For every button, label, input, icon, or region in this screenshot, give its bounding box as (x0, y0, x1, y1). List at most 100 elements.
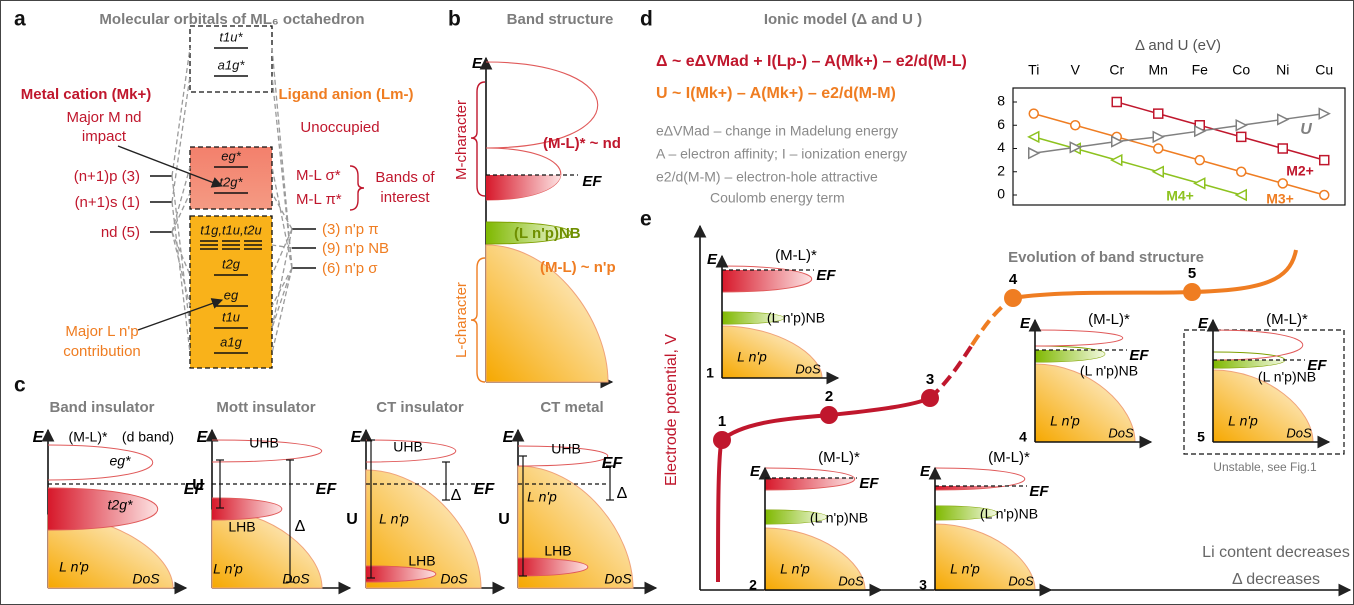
series-line (1033, 112, 1325, 154)
series-line (1116, 101, 1325, 161)
label: impact (82, 128, 127, 145)
band-label: (M-L)* (818, 449, 860, 466)
band (934, 467, 1025, 491)
connector (271, 267, 293, 329)
connector (271, 228, 293, 276)
marker (1194, 124, 1207, 138)
panel-title: Ionic model (Δ and U ) (764, 11, 922, 28)
connector (271, 192, 293, 230)
band (211, 439, 323, 463)
band-label: L n'p (780, 561, 810, 577)
marker (1110, 153, 1123, 167)
band (486, 175, 561, 200)
band-label: L n'p (950, 561, 980, 577)
orbital-label: eg* (221, 148, 241, 163)
marker (1193, 177, 1206, 190)
subpanel-title: CT metal (540, 399, 603, 416)
band (765, 510, 827, 524)
series-line (1033, 136, 1242, 196)
point-label: 4 (1009, 271, 1018, 288)
connector (271, 244, 293, 249)
heading: Metal cation (Mk+) (21, 86, 151, 103)
x-tick-label: Cr (1109, 62, 1124, 78)
band (1035, 330, 1123, 346)
band (47, 444, 154, 481)
note: A – electron affinity; I – ionization en… (656, 146, 907, 162)
metal-level: (n+1)s (1) (75, 194, 140, 211)
connector (171, 201, 191, 354)
fermi-label: EF (859, 475, 879, 492)
axis-label: DoS (1108, 425, 1134, 440)
arrow (137, 298, 224, 331)
band (1035, 350, 1105, 362)
band (485, 221, 572, 245)
band (935, 506, 997, 520)
band-label: (M-L)* (1266, 311, 1308, 328)
note: eΔVMad – change in Madelung energy (656, 123, 898, 139)
heading: Ligand anion (Lm-) (279, 86, 414, 103)
panel-letter: a (14, 8, 26, 31)
y-tick-label: 6 (997, 116, 1005, 132)
fermi-label: EF (1129, 347, 1149, 364)
y-tick-label: 8 (997, 93, 1005, 109)
marker (1027, 130, 1040, 144)
fermi-label: EF (816, 267, 836, 284)
marker (1028, 146, 1041, 160)
marker (1318, 107, 1331, 120)
panel-title: Band structure (507, 11, 614, 28)
axis-label: Electrode potential, V (663, 334, 680, 486)
subpanel-title: Band insulator (49, 399, 154, 416)
marker (1277, 113, 1290, 126)
connector (271, 267, 293, 307)
band-label: L n'p (59, 559, 89, 575)
band (365, 565, 437, 583)
band-label: EF (184, 481, 206, 498)
connector (271, 267, 293, 354)
band-label: DoS (604, 571, 632, 587)
x-tick-label: V (1071, 62, 1081, 78)
band (47, 487, 158, 531)
marker (1069, 141, 1082, 154)
label: (M-L) ~ n'p (540, 259, 616, 276)
inset-number: 5 (1197, 429, 1205, 445)
marker (1111, 135, 1124, 148)
y-tick-label: 2 (997, 162, 1005, 178)
band-label: UHB (393, 439, 423, 455)
ligand-level: (9) n'p NB (322, 240, 389, 257)
orbital-label: t1u* (219, 29, 243, 44)
plot-frame (1012, 87, 1346, 206)
panel-title: Evolution of band structure (1008, 249, 1204, 266)
marker (1319, 189, 1330, 201)
x-tick-label: Ti (1028, 62, 1039, 78)
point-label: 1 (718, 413, 726, 430)
inset-number: 2 (749, 577, 757, 593)
note: Δ decreases (1232, 571, 1320, 588)
orbital-label: a1g (220, 334, 242, 349)
marker (1234, 188, 1247, 202)
axis-label: E (1020, 315, 1031, 332)
marker (1277, 178, 1288, 189)
band-label: (M-L)* (69, 429, 108, 445)
fermi-label: EF (1029, 483, 1049, 500)
band-label: L n'p (527, 489, 557, 505)
band (365, 469, 482, 589)
connector (171, 166, 191, 233)
marker (1111, 96, 1122, 108)
axis-label: E (707, 251, 718, 268)
band-label: EF (474, 481, 496, 498)
label: L-character (453, 282, 470, 358)
brace (349, 165, 365, 211)
band (721, 265, 812, 293)
band-label: (L n'p)NB (980, 506, 1038, 522)
y-tick-label: 4 (997, 139, 1005, 155)
band-label: L n'p (379, 511, 409, 527)
marker (1028, 108, 1039, 119)
axis-label: DoS (838, 573, 864, 588)
band-label: LHB (228, 519, 255, 535)
x-tick-label: Mn (1149, 62, 1168, 78)
axis-label: DoS (1008, 573, 1034, 588)
band-label: UHB (249, 435, 279, 451)
connector (271, 166, 293, 269)
marker (1153, 143, 1164, 154)
